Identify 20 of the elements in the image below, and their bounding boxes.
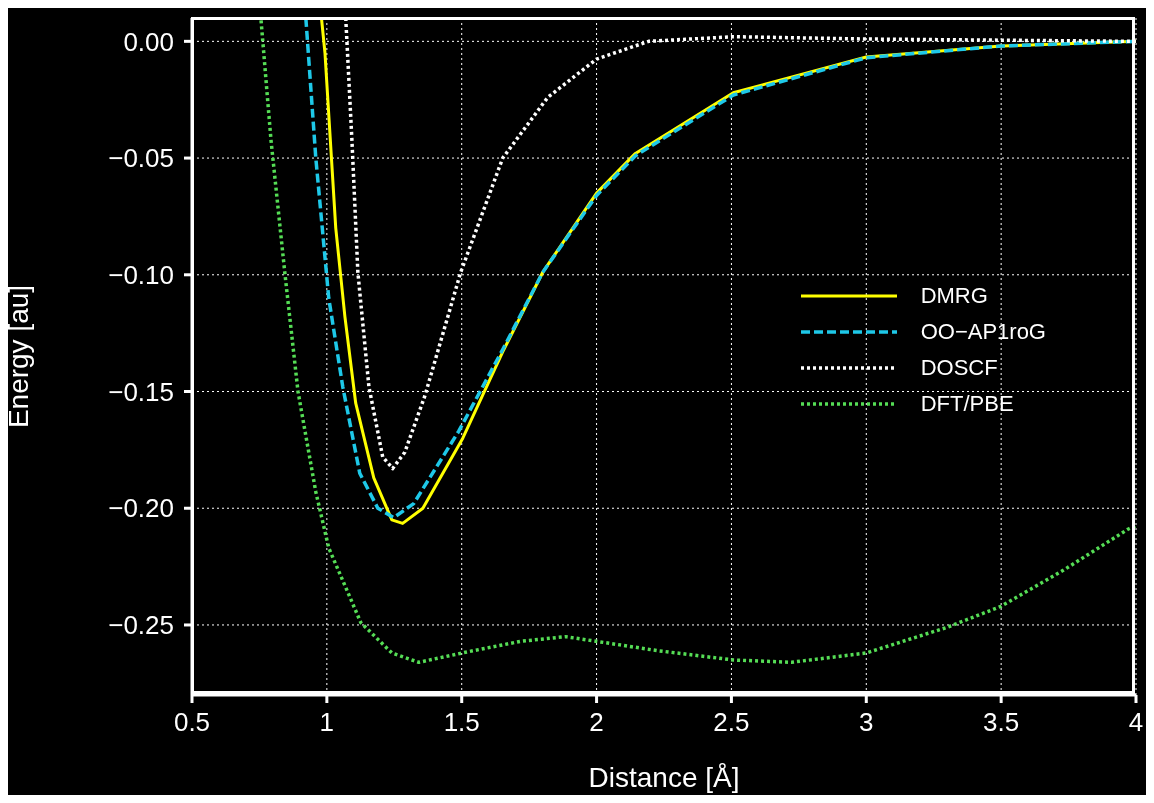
y-tick-label: −0.05 <box>108 143 174 174</box>
x-tick-label: 3 <box>859 707 874 738</box>
x-tick-label: 2 <box>589 707 604 738</box>
x-tick-label: 1 <box>319 707 335 738</box>
x-tick-label: 0.5 <box>173 707 211 738</box>
y-tick-label: −0.15 <box>108 376 174 407</box>
x-tick-label: 1.5 <box>443 707 480 738</box>
x-tick-label: 4 <box>1128 707 1144 738</box>
x-axis-title: Distance [Å] <box>588 762 740 793</box>
x-tick-label: 2.5 <box>713 707 750 738</box>
legend-label: DMRG <box>920 283 988 309</box>
legend-label: OO−AP1roG <box>920 319 1046 345</box>
y-tick-label: −0.20 <box>108 493 174 524</box>
legend-label: DOSCF <box>920 355 998 381</box>
legend-label: DFT/PBE <box>920 391 1014 417</box>
y-tick-label: −0.25 <box>108 610 174 641</box>
x-tick-label: 3.5 <box>983 707 1020 738</box>
y-axis-title: Energy [au] <box>2 284 34 429</box>
y-tick-label: −0.10 <box>108 260 174 291</box>
y-tick-label: 0.00 <box>123 26 174 57</box>
